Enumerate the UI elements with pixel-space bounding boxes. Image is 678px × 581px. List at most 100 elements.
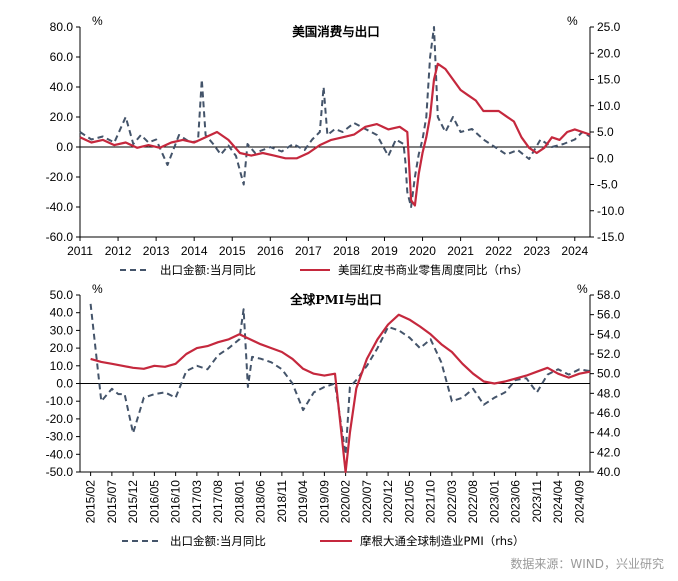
chart1-right-tick-label: 20.0 (597, 46, 621, 60)
chart1-left-tick-label: 20.0 (50, 110, 74, 124)
chart2-left-tick-label: -30.0 (46, 430, 74, 444)
chart1-x-tick-label: 2022 (485, 244, 512, 258)
chart2-left-tick-label: 10.0 (50, 359, 74, 373)
chart2-x-tick-label: 2015/12 (126, 480, 140, 524)
chart2-x-tick-label: 2017/03 (190, 480, 204, 524)
chart1-right-unit: % (567, 14, 578, 28)
chart1-right-tick-label: 0.0 (597, 151, 614, 165)
chart2-x-tick-label: 2023/06 (509, 480, 523, 524)
chart1-axes: 80.0 60.0 40.0 20.0 0.0 -20.0 -40.0 -60.0 25.0 20… (46, 20, 625, 258)
chart2-right-tick-label: 52.0 (597, 347, 621, 361)
chart2-right-tick-label: 42.0 (597, 445, 621, 459)
chart1-left-tick-label: 80.0 (50, 20, 74, 34)
chart1-x-tick-label: 2013 (143, 244, 170, 258)
chart1-x-tick-label: 2015 (219, 244, 246, 258)
chart2-right-tick-label: 54.0 (597, 327, 621, 341)
chart1-x-tick-label: 2014 (181, 244, 208, 258)
chart2-x-tick-label: 2015/07 (105, 480, 119, 524)
source-note: 数据来源：WIND，兴业研究 (510, 557, 664, 571)
chart2-series (89, 303, 591, 474)
chart1-right-tick-label: -5.0 (597, 178, 618, 192)
chart2-x-tick-label: 2018/11 (275, 480, 289, 523)
chart2-left-tick-label: 40.0 (50, 306, 74, 320)
chart1-right-tick-label: 10.0 (597, 99, 621, 113)
chart2-legend-export: 出口金额:当月同比 (170, 534, 266, 548)
chart2-x-tick-label: 2020/12 (381, 480, 395, 524)
chart1-left-tick-label: -60.0 (46, 230, 74, 244)
chart1-export-line (79, 26, 591, 208)
chart1-right-tick-label: -10.0 (597, 204, 625, 218)
chart2-right-tick-label: 48.0 (597, 386, 621, 400)
chart1-left-tick-label: 0.0 (56, 140, 73, 154)
chart2-left-tick-label: -40.0 (46, 447, 74, 461)
chart2-x-tick-label: 2024/09 (572, 480, 586, 524)
chart1-left-tick-label: -40.0 (46, 200, 74, 214)
chart2-x-tick-label: 2020/07 (360, 480, 374, 524)
chart1-x-tick-label: 2017 (295, 244, 322, 258)
chart1-x-tick-label: 2018 (333, 244, 360, 258)
chart2-x-tick-label: 2022/08 (466, 480, 480, 524)
chart1-x-tick-label: 2012 (105, 244, 132, 258)
chart1-left-tick-label: 40.0 (50, 80, 74, 94)
chart2-left-tick-label: -10.0 (46, 394, 74, 408)
chart2-right-tick-label: 40.0 (597, 465, 621, 479)
chart1-right-tick-label: 15.0 (597, 73, 621, 87)
chart1-right-tick-label: 5.0 (597, 125, 614, 139)
chart1-x-tick-label: 2023 (523, 244, 550, 258)
chart2-right-tick-label: 58.0 (597, 288, 621, 302)
chart2-x-tick-label: 2024/04 (551, 480, 565, 524)
chart-us-consumption-exports: 美国消费与出口 % % 80.0 60.0 40.0 20.0 0.0 -20.0 -40.… (46, 14, 625, 277)
chart2-legend-pmi: 摩根大通全球制造业PMI（rhs） (360, 534, 525, 548)
chart2-pmi-line (90, 313, 591, 474)
chart2-axes: 50.0 40.0 30.0 20.0 10.0 0.0 -10.0 -20.0 -30.0 -4… (46, 288, 621, 523)
chart2-left-tick-label: 20.0 (50, 341, 74, 355)
chart1-right-tick-label: 25.0 (597, 20, 621, 34)
chart2-right-tick-label: 56.0 (597, 308, 621, 322)
chart1-x-tick-label: 2024 (561, 244, 588, 258)
chart2-title: 全球PMI与出口 (289, 292, 382, 307)
chart2-x-tick-label: 2019/09 (317, 480, 331, 524)
chart2-x-tick-label: 2021/10 (424, 480, 438, 524)
chart2-left-tick-label: -20.0 (46, 412, 74, 426)
chart1-legend-export: 出口金额:当月同比 (160, 263, 256, 277)
chart1-title: 美国消费与出口 (292, 24, 380, 39)
chart2-legend: 出口金额:当月同比 摩根大通全球制造业PMI（rhs） (122, 534, 525, 548)
chart2-x-tick-label: 2023/01 (487, 480, 501, 524)
chart2-x-tick-label: 2018/06 (254, 480, 268, 524)
chart1-x-tick-label: 2021 (447, 244, 474, 258)
chart2-x-tick-label: 2015/02 (84, 480, 98, 524)
chart2-x-tick-label: 2016/10 (169, 480, 183, 524)
chart2-right-tick-label: 50.0 (597, 367, 621, 381)
chart2-export-line (89, 303, 591, 456)
chart1-left-unit: % (92, 14, 103, 28)
chart1-x-tick-label: 2011 (67, 244, 93, 258)
chart1-left-tick-label: 60.0 (50, 50, 74, 64)
chart2-right-tick-label: 46.0 (597, 406, 621, 420)
chart2-left-unit: % (92, 282, 103, 296)
chart2-x-tick-label: 2021/05 (402, 480, 416, 524)
chart2-left-tick-label: -50.0 (46, 465, 74, 479)
chart2-left-tick-label: 0.0 (56, 377, 73, 391)
chart2-x-tick-label: 2023/11 (530, 480, 544, 523)
chart1-left-tick-label: -20.0 (46, 170, 74, 184)
chart1-x-tick-label: 2019 (371, 244, 398, 258)
chart1-legend: 出口金额:当月同比 美国红皮书商业零售周度同比（rhs） (120, 263, 528, 277)
chart1-x-tick-label: 2020 (409, 244, 436, 258)
chart1-x-tick-label: 2016 (257, 244, 284, 258)
chart1-legend-redbook: 美国红皮书商业零售周度同比（rhs） (338, 263, 528, 277)
chart2-x-tick-label: 2018/01 (232, 480, 246, 524)
chart2-x-tick-label: 2017/08 (211, 480, 225, 524)
chart2-right-unit: % (577, 282, 588, 296)
chart2-left-tick-label: 50.0 (50, 288, 74, 302)
chart1-redbook-line (79, 62, 591, 207)
chart2-x-tick-label: 2016/05 (147, 480, 161, 524)
chart2-x-tick-label: 2022/03 (445, 480, 459, 524)
chart2-right-tick-label: 44.0 (597, 426, 621, 440)
chart-global-pmi-exports: 全球PMI与出口 % % 50.0 40.0 30.0 20.0 10.0 0.0 -10.… (46, 282, 621, 548)
chart1-right-tick-label: -15.0 (597, 230, 625, 244)
chart2-x-tick-label: 2019/04 (296, 480, 310, 524)
chart1-series (79, 26, 591, 208)
chart2-x-tick-label: 2020/02 (339, 480, 353, 524)
chart2-left-tick-label: 30.0 (50, 323, 74, 337)
